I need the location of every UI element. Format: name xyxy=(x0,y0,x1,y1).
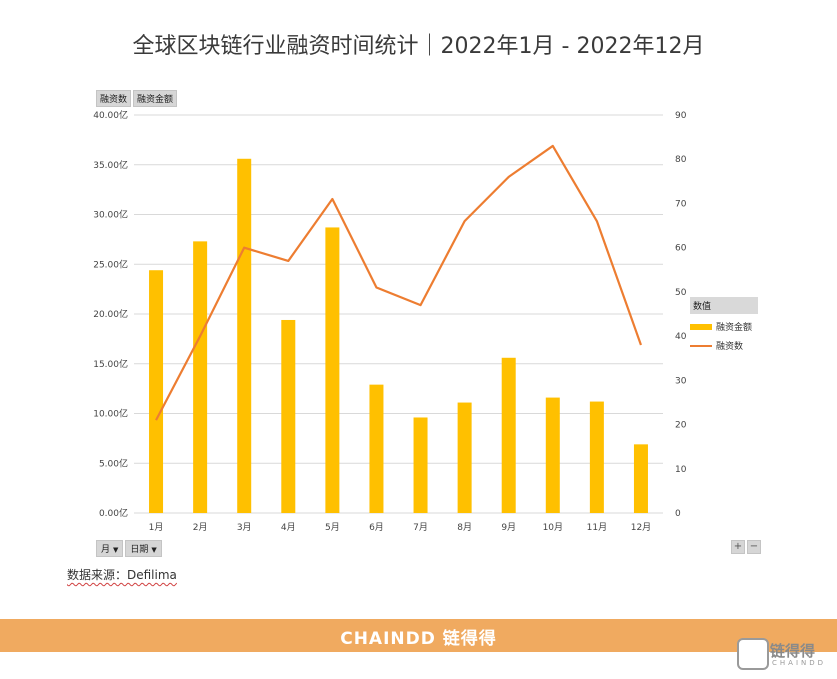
y-right-tick-label: 40 xyxy=(675,332,687,342)
legend: 数值 融资金额 融资数 xyxy=(690,297,758,352)
bar-2月 xyxy=(193,241,208,514)
x-tick-label: 6月 xyxy=(369,522,384,533)
watermark-subtext: CHAINDD xyxy=(772,659,827,667)
chart-title: 全球区块链行业融资时间统计｜2022年1月 - 2022年12月 xyxy=(132,34,705,59)
legend-swatch-bar xyxy=(690,323,712,330)
y-right-tick-label: 70 xyxy=(675,199,687,209)
legend-label-count: 融资数 xyxy=(716,342,744,352)
bar-1月 xyxy=(149,270,164,513)
collapse-button[interactable]: − xyxy=(747,540,761,554)
legend-header: 数值 xyxy=(690,297,758,314)
bar-9月 xyxy=(501,357,516,513)
x-tick-label: 12月 xyxy=(631,522,651,533)
dropdown-icon: ▼ xyxy=(151,546,157,554)
filter-buttons: 月 ▼ 日期 ▼ xyxy=(96,540,162,557)
zoom-buttons: + − xyxy=(731,540,761,554)
y-left-tick-label: 20.00亿 xyxy=(93,308,128,320)
x-tick-label: 4月 xyxy=(281,522,296,533)
y-left-tick-label: 35.00亿 xyxy=(93,159,128,171)
legend-swatch-line xyxy=(690,344,712,347)
filter-month-label: 月 xyxy=(101,545,111,555)
expand-button[interactable]: + xyxy=(731,540,745,554)
line-series-count xyxy=(155,144,642,421)
bar-3月 xyxy=(237,158,252,513)
legend-label-amount: 融资金额 xyxy=(716,323,753,333)
y-right-tick-label: 50 xyxy=(675,288,687,298)
bar-4月 xyxy=(281,319,296,513)
x-tick-label: 3月 xyxy=(237,522,252,533)
x-tick-label: 9月 xyxy=(501,522,516,533)
y-left-tick-label: 10.00亿 xyxy=(93,408,128,420)
pivot-button-count[interactable]: 融资数 xyxy=(96,90,132,107)
y-left-tick-label: 15.00亿 xyxy=(93,358,128,370)
x-tick-label: 10月 xyxy=(543,522,563,533)
bar-5月 xyxy=(325,227,340,513)
footer-logo: CHAINDD 链得得 xyxy=(340,629,497,649)
watermark-logo-icon xyxy=(737,638,769,670)
y-right-tick-label: 0 xyxy=(675,509,681,519)
y-left-tick-label: 40.00亿 xyxy=(93,109,128,121)
data-source: 数据来源：Defilima xyxy=(67,568,177,582)
legend-item-count: 融资数 xyxy=(690,339,758,352)
dropdown-icon: ▼ xyxy=(113,546,119,554)
y-right-tick-label: 80 xyxy=(675,155,687,165)
x-tick-label: 1月 xyxy=(149,522,164,533)
y-right-tick-label: 20 xyxy=(675,421,687,431)
bar-6月 xyxy=(369,384,384,513)
x-tick-label: 11月 xyxy=(587,522,607,533)
y-left-tick-label: 5.00亿 xyxy=(99,457,128,469)
x-tick-label: 8月 xyxy=(457,522,472,533)
bar-11月 xyxy=(589,401,604,513)
x-tick-label: 2月 xyxy=(193,522,208,533)
footer-banner: CHAINDD 链得得 xyxy=(0,619,837,652)
y-right-tick-label: 60 xyxy=(675,244,687,254)
x-tick-label: 5月 xyxy=(325,522,340,533)
bar-12月 xyxy=(633,444,648,513)
y-left-tick-label: 30.00亿 xyxy=(93,209,128,221)
filter-date-label: 日期 xyxy=(130,545,149,555)
y-left-tick-label: 0.00亿 xyxy=(99,507,128,519)
pivot-button-amount[interactable]: 融资金额 xyxy=(133,90,178,107)
y-left-tick-label: 25.00亿 xyxy=(93,258,128,270)
y-right-tick-label: 10 xyxy=(675,465,687,475)
filter-button-date[interactable]: 日期 ▼ xyxy=(125,540,162,557)
bar-8月 xyxy=(457,402,472,513)
legend-item-amount: 融资金额 xyxy=(690,320,758,333)
y-right-tick-label: 90 xyxy=(675,111,687,121)
filter-button-month[interactable]: 月 ▼ xyxy=(96,540,124,557)
watermark-text: 链得得 xyxy=(770,642,816,660)
bar-7月 xyxy=(413,417,428,513)
pivot-field-buttons: 融资数 融资金额 xyxy=(96,90,178,107)
x-tick-label: 7月 xyxy=(413,522,428,533)
y-right-tick-label: 30 xyxy=(675,376,687,386)
bar-10月 xyxy=(545,397,560,513)
